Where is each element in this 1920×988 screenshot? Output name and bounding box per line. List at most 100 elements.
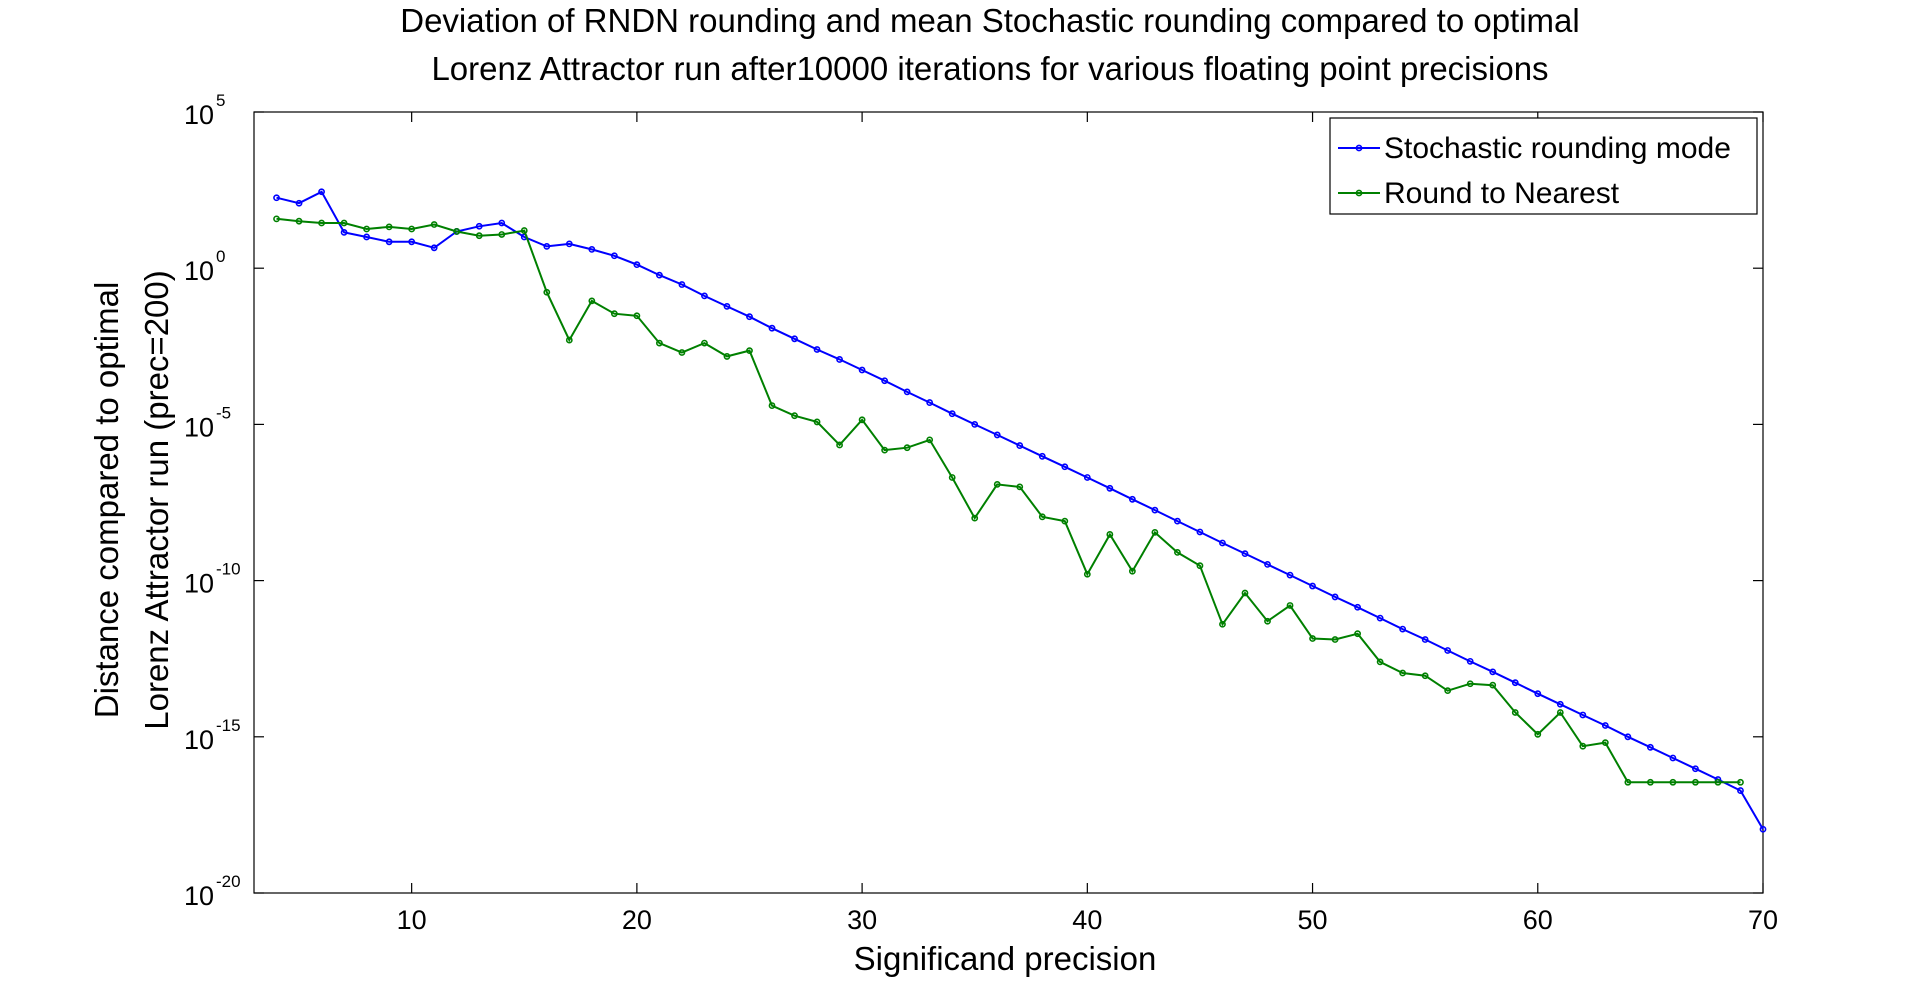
series-2-point <box>971 514 979 522</box>
series-1-point <box>1466 657 1474 665</box>
series-1-point <box>1489 668 1497 676</box>
series-2-point <box>408 225 416 233</box>
chart-title: Deviation of RNDN rounding and mean Stoc… <box>400 2 1579 39</box>
series-1-point <box>1601 722 1609 729</box>
series-1-point <box>1038 452 1046 460</box>
series-1-point <box>813 346 821 353</box>
series-2-point <box>565 336 573 344</box>
series-1-point <box>408 238 416 246</box>
series-2-point <box>1309 635 1316 642</box>
series-2-point <box>926 436 934 444</box>
series-1-point <box>363 233 371 241</box>
series-line-1 <box>276 190 1764 830</box>
series-2-point <box>1511 709 1519 716</box>
y-tick-label: 10 <box>184 412 214 442</box>
series-1-point <box>656 271 663 279</box>
series-1-point <box>1376 614 1384 622</box>
series-2-point <box>295 217 303 225</box>
series-2-point <box>1376 658 1384 666</box>
y-tick-label: 10 <box>184 725 214 755</box>
series-2-point <box>1286 602 1294 609</box>
series-1-point <box>1624 733 1632 741</box>
x-tick-label: 20 <box>622 905 652 935</box>
series-2-point <box>1489 681 1497 689</box>
series-1-point <box>791 335 798 343</box>
series-line-2 <box>276 217 1741 784</box>
series-2-point <box>791 412 798 420</box>
series-1-point <box>1579 711 1587 719</box>
series-2-point <box>1646 778 1654 786</box>
series-1-point <box>1556 700 1564 708</box>
y-tick-exponent: -5 <box>216 403 231 422</box>
series-1-point <box>1128 495 1136 503</box>
series-2-point <box>520 227 528 234</box>
series-1-point <box>1083 474 1091 481</box>
series-2-point <box>1601 739 1609 747</box>
legend-swatch-marker <box>1355 144 1363 152</box>
series-1-point <box>1309 582 1316 590</box>
series-2-point <box>1016 483 1024 491</box>
series-2-point <box>340 219 348 227</box>
series-2-point <box>1083 570 1091 578</box>
series-1-point <box>971 420 979 428</box>
series-1-point <box>1669 754 1677 762</box>
series-2-point <box>1354 630 1361 638</box>
series-2-point <box>385 223 393 231</box>
series-1-point <box>723 302 731 310</box>
series-1-point <box>746 313 753 321</box>
series-1-point <box>926 399 934 406</box>
series-2-point <box>430 221 438 228</box>
series-2-point <box>1466 680 1474 688</box>
series-1-point <box>1692 765 1699 773</box>
series-1-point <box>588 245 596 253</box>
series-2-point <box>1669 778 1677 786</box>
series-1-point <box>295 199 303 207</box>
series-1-point <box>768 324 776 332</box>
series-1-point <box>1737 787 1744 794</box>
y-tick-exponent: 5 <box>216 91 225 110</box>
series-2-point <box>836 441 843 449</box>
series-2-point <box>723 353 731 360</box>
series-2-point <box>701 339 708 347</box>
series-2-point <box>1196 562 1204 570</box>
series-2-point <box>1444 687 1452 695</box>
y-axis-label: Distance compared to optimal Lorenz Attr… <box>88 270 175 730</box>
series-2-point <box>1534 730 1542 738</box>
series-1-point <box>678 281 686 288</box>
series-1-point <box>1106 484 1114 492</box>
series-1-point <box>1196 528 1204 536</box>
x-axis-label: Significand precision <box>854 940 1157 977</box>
series-2-point <box>1264 617 1271 625</box>
series-1-point <box>1444 647 1452 654</box>
series-1-point <box>1511 679 1519 687</box>
series-2-point <box>1624 778 1632 786</box>
y-tick-label: 10 <box>184 256 214 286</box>
series-2-point <box>993 481 1001 488</box>
legend-swatch-marker <box>1355 189 1363 197</box>
series-1-point <box>1174 517 1181 525</box>
series-2-point <box>588 297 596 305</box>
series-2-point <box>273 215 280 223</box>
series-2-point <box>948 474 956 481</box>
series-2-point <box>498 231 506 238</box>
series-2-point <box>363 225 371 233</box>
series-2-point <box>903 444 911 452</box>
y-tick-exponent: -15 <box>216 716 241 735</box>
series-1-point <box>1399 625 1407 633</box>
series-1-point <box>903 388 911 396</box>
series-2-point <box>746 347 753 355</box>
x-tick-label: 60 <box>1523 905 1553 935</box>
series-2-point <box>1714 778 1722 786</box>
y-tick-label: 10 <box>184 100 214 130</box>
series-2-point <box>1241 589 1249 597</box>
series-1-point <box>1264 561 1271 568</box>
series-1-point <box>1354 603 1361 611</box>
series-1-point <box>633 261 641 269</box>
series-1-point <box>565 240 573 248</box>
series-2-point <box>881 446 889 454</box>
series-2-point <box>678 349 686 356</box>
series-2-point <box>1737 778 1744 786</box>
series-2-point <box>633 312 641 320</box>
